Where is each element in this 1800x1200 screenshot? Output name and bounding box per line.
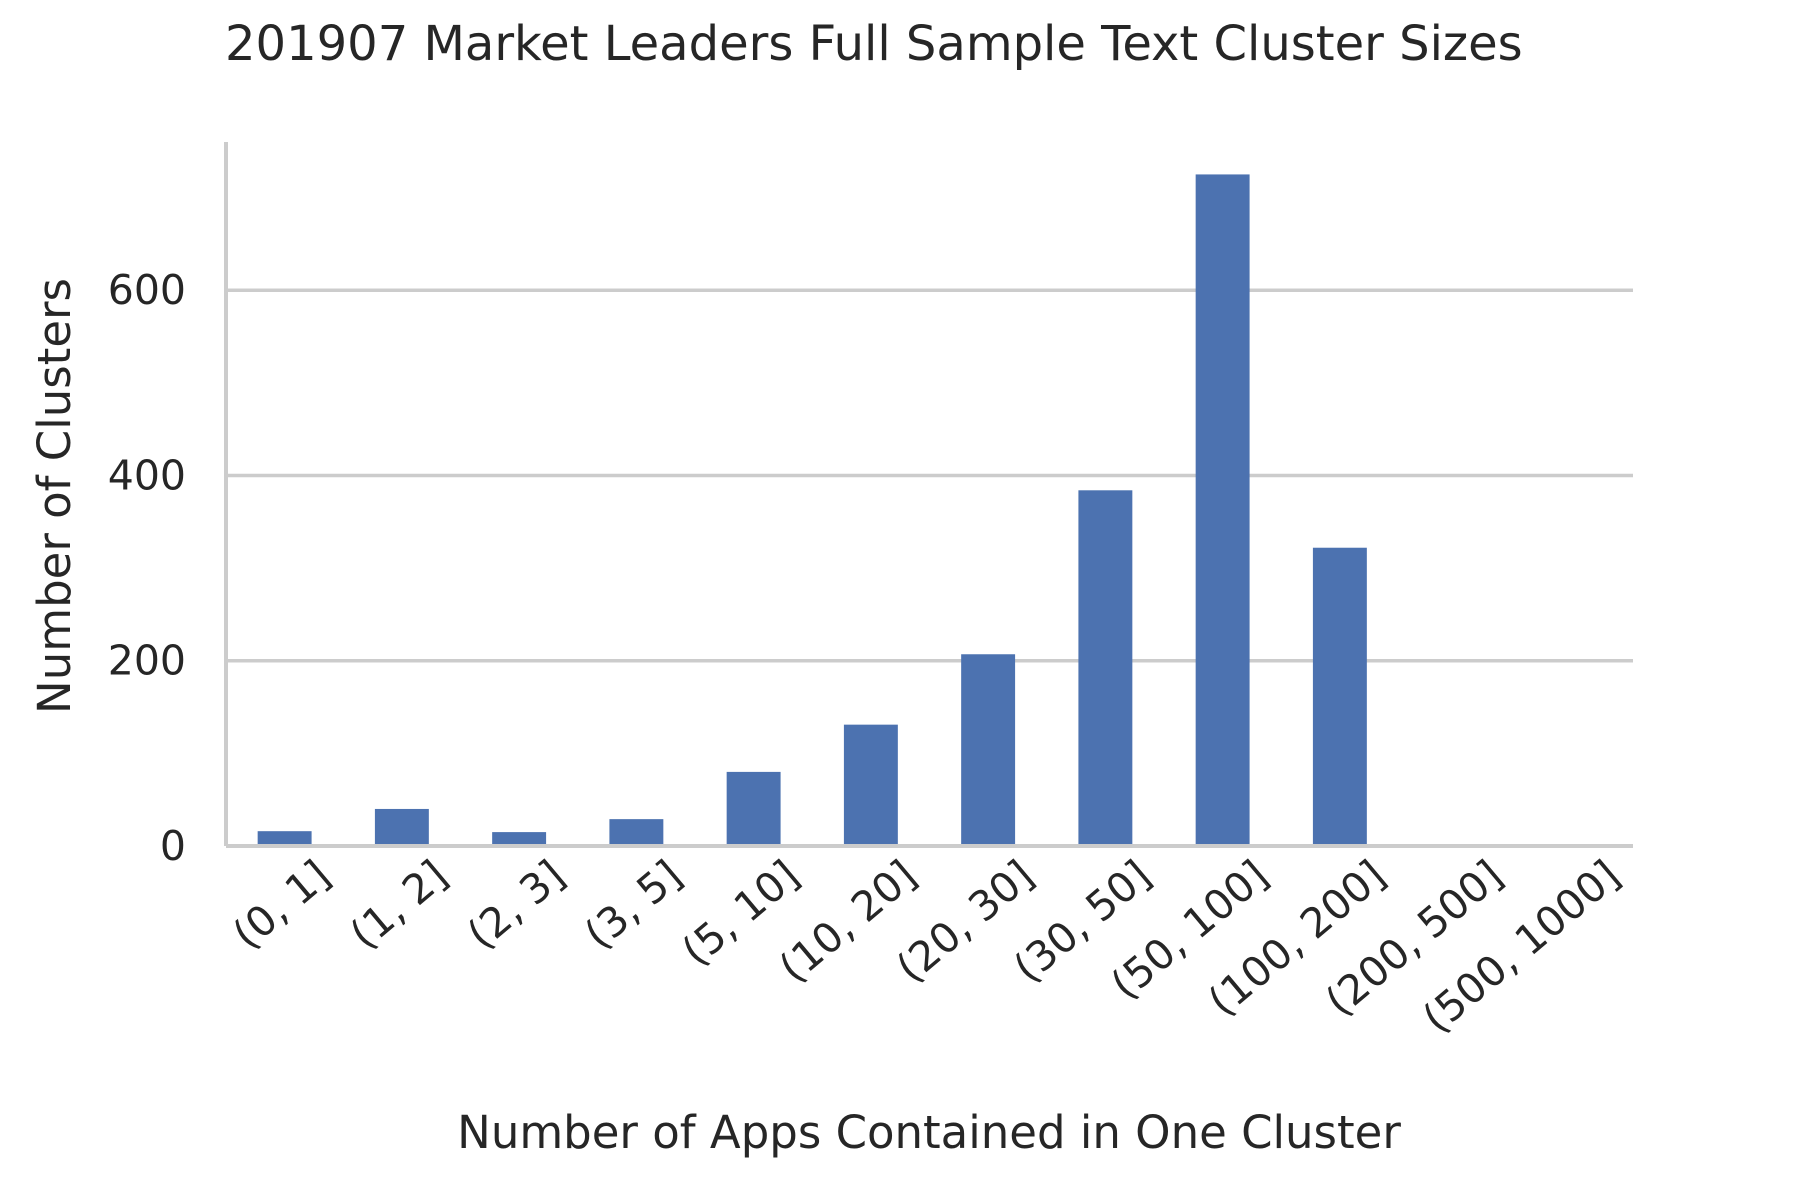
y-axis-label: Number of Clusters xyxy=(28,278,81,714)
bar-3 xyxy=(609,819,664,846)
x-tick-label: (3, 5] xyxy=(576,851,691,959)
y-tick-label: 0 xyxy=(160,822,186,870)
bar-1 xyxy=(374,808,429,846)
bar-7 xyxy=(1078,490,1133,846)
bar-8 xyxy=(1195,174,1250,847)
grid-lines xyxy=(226,288,1633,663)
x-tick-labels: (0, 1] (1, 2] (2, 3] (3, 5](5, 10](10, 20](… xyxy=(224,851,1629,1042)
bar-2 xyxy=(492,832,547,846)
chart-title: 201907 Market Leaders Full Sample Text C… xyxy=(225,16,1523,72)
x-tick-label: (0, 1] xyxy=(224,851,339,959)
y-tick-label: 400 xyxy=(108,451,186,499)
y-tick-labels: 0 200 400 600 xyxy=(108,266,186,870)
x-tick-label: (2, 3] xyxy=(458,851,573,959)
x-tick-label: (1, 2] xyxy=(341,851,456,959)
bar-4 xyxy=(726,771,781,846)
bars xyxy=(257,174,1367,847)
bar-0 xyxy=(257,831,312,846)
y-tick-label: 600 xyxy=(108,266,186,314)
bar-9 xyxy=(1312,547,1367,846)
x-axis-label: Number of Apps Contained in One Cluster xyxy=(457,1106,1401,1159)
y-tick-label: 200 xyxy=(108,637,186,685)
bar-5 xyxy=(843,724,898,846)
bar-6 xyxy=(961,654,1016,846)
